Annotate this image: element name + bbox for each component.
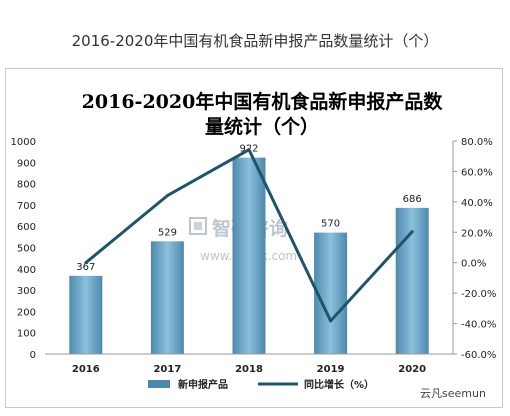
left-y-tick: 700 (17, 201, 36, 212)
right-y-tick: 40.0% (461, 198, 493, 209)
growth-point-2020 (410, 230, 414, 234)
legend-line-label: 同比增长（%） (304, 378, 374, 391)
bars-group: 367529922570686 (69, 144, 429, 354)
right-y-tick: -60.0% (461, 350, 496, 361)
page-title: 2016-2020年中国有机食品新申报产品数量统计（个） (71, 32, 439, 50)
axes-group: 0 100 200 300 400 500 600 700 800 900 1000 -60.0% -4… (11, 137, 497, 375)
legend: 新申报产品 同比增长（%） (148, 378, 374, 391)
bar-2017 (150, 241, 184, 354)
left-y-tick: 1000 (11, 137, 36, 148)
legend-bar-swatch (148, 380, 170, 388)
x-tick-2019: 2019 (317, 364, 345, 375)
x-tick-2016: 2016 (72, 364, 100, 375)
left-y-tick: 600 (17, 222, 36, 233)
line-group (84, 148, 414, 323)
bar-2016 (69, 275, 103, 354)
chart-title-line-1: 2016-2020年中国有机食品新申报产品数 (82, 90, 444, 113)
right-y-tick: -20.0% (461, 289, 496, 300)
left-y-tick: 0 (30, 350, 36, 361)
data-label-2016: 367 (76, 262, 95, 273)
right-y-tick: 80.0% (461, 137, 493, 148)
chart-title-line-2: 量统计（个） (205, 115, 319, 138)
x-tick-2018: 2018 (235, 364, 263, 375)
x-tick-2020: 2020 (398, 364, 426, 375)
bar-2018 (232, 157, 266, 354)
bar-2020 (395, 207, 429, 354)
growth-point-2019 (329, 319, 333, 323)
left-y-tick: 200 (17, 307, 36, 318)
growth-point-2018 (247, 148, 251, 152)
x-tick-2017: 2017 (153, 364, 181, 375)
credit-text: 云凡seemun (420, 387, 486, 400)
left-y-tick: 400 (17, 265, 36, 276)
legend-bar-label: 新申报产品 (178, 378, 228, 391)
right-y-tick: 20.0% (461, 228, 493, 239)
right-y-tick: -40.0% (461, 320, 496, 331)
data-label-2017: 529 (158, 227, 177, 238)
growth-point-2016 (84, 261, 88, 265)
right-y-tick: 60.0% (461, 167, 493, 178)
left-y-tick: 500 (17, 244, 36, 255)
left-y-tick: 100 (17, 329, 36, 340)
left-y-tick: 800 (17, 180, 36, 191)
left-y-tick: 300 (17, 286, 36, 297)
left-y-tick: 900 (17, 158, 36, 169)
watermark-logo-icon (189, 217, 207, 235)
bar-2019 (314, 232, 348, 354)
growth-point-2017 (165, 194, 169, 198)
data-label-2020: 686 (403, 194, 422, 205)
data-label-2019: 570 (321, 219, 340, 230)
right-y-tick: 0.0% (461, 259, 486, 270)
